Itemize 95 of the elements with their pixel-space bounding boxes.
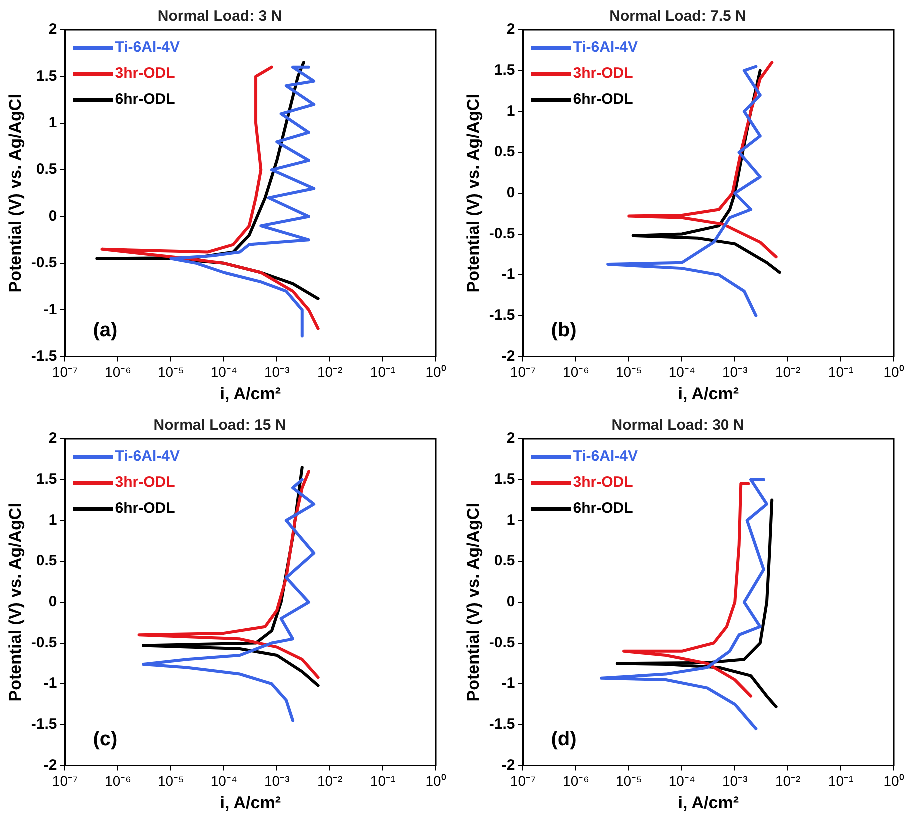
chart-title: Normal Load: 3 N: [158, 8, 282, 26]
y-tick-label: -0.5: [31, 254, 58, 272]
y-tick-label: 1.5: [36, 68, 58, 85]
y-tick-label: -2: [44, 756, 58, 774]
chart-title: Normal Load: 7.5 N: [610, 8, 746, 26]
x-tick-label: 10⁻⁷: [52, 364, 78, 380]
y-tick-label: 0.5: [494, 552, 516, 570]
x-tick-label: 10⁻⁷: [510, 773, 536, 790]
y-tick-label: 1: [48, 512, 58, 529]
y-tick-label: 1.5: [36, 470, 58, 488]
x-tick-label: 10⁻⁶: [563, 773, 590, 790]
x-tick-label: 10⁻²: [775, 364, 802, 380]
y-tick-label: 2: [506, 430, 516, 448]
y-axis-title: Potential (V) vs. Ag/AgCl: [464, 503, 483, 702]
x-tick-label: 10⁻⁶: [563, 364, 590, 380]
y-tick-label: 0: [506, 594, 516, 611]
legend-label: 6hr-ODL: [115, 91, 176, 108]
x-tick-label: 10⁻⁴: [210, 364, 238, 380]
x-tick-label: 10⁻⁵: [616, 364, 642, 380]
y-tick-label: -0.5: [31, 634, 58, 652]
x-tick-label: 10⁻⁷: [510, 364, 536, 380]
y-tick-label: 1.5: [494, 62, 516, 79]
y-tick-label: 1: [48, 114, 58, 132]
y-tick-label: -0.5: [489, 225, 516, 242]
y-tick-label: -0.5: [489, 634, 516, 652]
legend-label: Ti-6Al-4V: [115, 39, 180, 56]
annotation: (b): [551, 319, 577, 342]
y-axis-title: Potential (V) vs. Ag/AgCl: [6, 503, 25, 702]
legend-label: 3hr-ODL: [115, 474, 176, 492]
y-tick-label: -1: [44, 675, 58, 692]
legend-label: 3hr-ODL: [115, 65, 176, 82]
y-tick-label: 0: [48, 594, 58, 611]
legend-label: 3hr-ODL: [573, 65, 634, 82]
x-axis-title: i, A/cm²: [220, 384, 282, 404]
y-axis-title: Potential (V) vs. Ag/AgCl: [6, 94, 25, 293]
x-tick-label: 10⁰: [884, 773, 904, 790]
annotation: (a): [93, 319, 118, 342]
y-tick-label: -2: [502, 756, 516, 774]
x-tick-label: 10⁻³: [722, 773, 748, 790]
legend-label: Ti-6Al-4V: [115, 448, 180, 466]
y-tick-label: -2: [502, 348, 516, 365]
x-tick-label: 10⁰: [884, 364, 904, 380]
y-tick-label: 0: [48, 208, 58, 225]
x-tick-label: 10⁻⁷: [52, 773, 78, 790]
legend-label: Ti-6Al-4V: [573, 448, 638, 466]
x-tick-label: 10⁻⁵: [616, 773, 642, 790]
x-tick-label: 10⁻¹: [370, 773, 396, 790]
y-tick-label: -1.5: [31, 716, 58, 734]
x-tick-label: 10⁻¹: [370, 364, 396, 380]
legend-label: 6hr-ODL: [573, 500, 634, 518]
y-tick-label: 2: [506, 21, 516, 38]
x-tick-label: 10⁻²: [317, 773, 344, 790]
x-tick-label: 10⁻¹: [828, 364, 854, 380]
y-tick-label: -1.5: [489, 307, 516, 324]
y-tick-label: 1.5: [494, 470, 516, 488]
y-tick-label: -1: [502, 266, 516, 284]
y-tick-label: -1: [44, 301, 58, 318]
y-tick-label: 1: [506, 102, 516, 120]
annotation: (d): [551, 728, 577, 750]
legend-label: 6hr-ODL: [115, 500, 176, 518]
chart-title: Normal Load: 15 N: [154, 417, 286, 434]
x-tick-label: 10⁻⁶: [105, 364, 132, 380]
x-tick-label: 10⁰: [426, 364, 446, 380]
legend-label: 6hr-ODL: [573, 91, 634, 108]
y-tick-label: -1: [502, 675, 516, 692]
x-tick-label: 10⁻⁶: [105, 773, 132, 790]
x-tick-label: 10⁻²: [317, 364, 344, 380]
x-axis-title: i, A/cm²: [678, 384, 740, 404]
x-tick-label: 10⁻²: [775, 773, 802, 790]
y-tick-label: 0.5: [36, 552, 58, 570]
y-tick-label: 1: [506, 512, 516, 529]
chart-title: Normal Load: 30 N: [612, 417, 744, 434]
x-tick-label: 10⁻¹: [828, 773, 854, 790]
y-tick-label: 0.5: [494, 144, 516, 161]
x-tick-label: 10⁻⁴: [668, 364, 696, 380]
x-tick-label: 10⁰: [426, 773, 446, 790]
legend-label: Ti-6Al-4V: [573, 39, 638, 56]
x-axis-title: i, A/cm²: [678, 793, 740, 812]
x-tick-label: 10⁻⁵: [158, 364, 184, 380]
y-tick-label: 2: [48, 21, 58, 38]
legend-label: 3hr-ODL: [573, 474, 634, 492]
x-axis-title: i, A/cm²: [220, 793, 282, 812]
y-axis-title: Potential (V) vs. Ag/AgCl: [464, 94, 483, 293]
x-tick-label: 10⁻³: [722, 364, 748, 380]
y-tick-label: -1.5: [489, 716, 516, 734]
x-tick-label: 10⁻³: [264, 773, 290, 790]
annotation: (c): [93, 728, 118, 750]
x-tick-label: 10⁻⁴: [668, 773, 696, 790]
y-tick-label: 2: [48, 430, 58, 448]
x-tick-label: 10⁻⁵: [158, 773, 184, 790]
y-tick-label: 0: [506, 184, 516, 202]
y-tick-label: 0.5: [36, 161, 58, 178]
x-tick-label: 10⁻⁴: [210, 773, 238, 790]
x-tick-label: 10⁻³: [264, 364, 290, 380]
y-tick-label: -1.5: [31, 348, 58, 365]
